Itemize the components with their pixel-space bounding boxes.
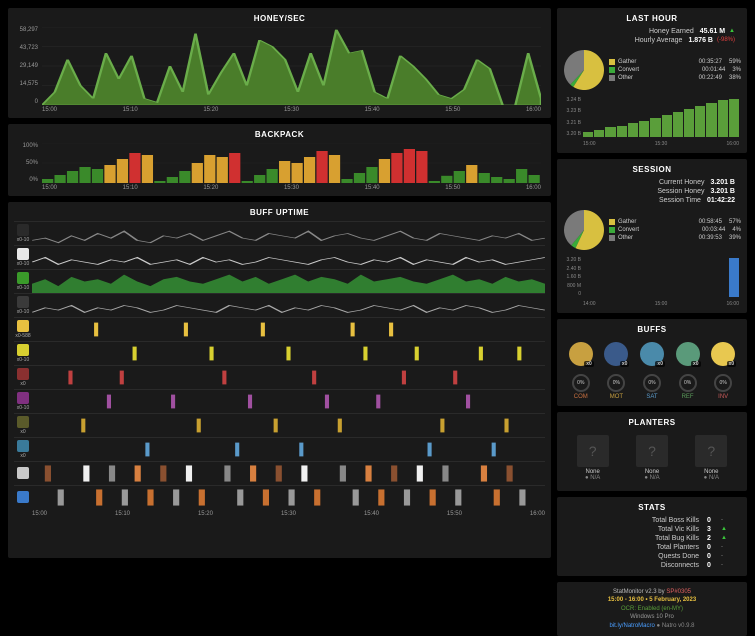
buff-row: x0 xyxy=(14,365,545,389)
planters: PLANTERS ?None● N/A?None● N/A?None● N/A xyxy=(557,412,747,491)
footer: StatMonitor v2.3 by SP#0305 15:00 - 16:0… xyxy=(557,582,747,636)
backpack-title: BACKPACK xyxy=(14,130,545,139)
backpack-yaxis: 100%50%0% xyxy=(14,143,40,183)
buffs: BUFFS x0x0x0x0x0 0%COM0%MOT0%SAT0%REF0%I… xyxy=(557,319,747,406)
buff-row: x0-10 xyxy=(14,341,545,365)
buff-row: x0-10 xyxy=(14,293,545,317)
honey-xaxis: 15:0015:1015:2015:3015:4015:5016:00 xyxy=(42,107,541,117)
buff-row: x0-10 xyxy=(14,389,545,413)
buff-row: x0-10 xyxy=(14,221,545,245)
backpack-chart: BACKPACK 100%50%0% 15:0015:1015:2015:301… xyxy=(8,124,551,196)
honey-yaxis: 58,29743,72329,14914,5750 xyxy=(14,27,40,105)
buff-slot: x0 xyxy=(569,342,593,366)
buff-uptime: BUFF UPTIME x0-10x0-10x0-10x0-10x0-588x0… xyxy=(8,202,551,558)
honey-chart: HONEY/SEC 58,29743,72329,14914,5750 15:0… xyxy=(8,8,551,118)
planter-slot: ?None● N/A xyxy=(632,435,672,481)
stats: STATS Total Boss Kills0-Total Vic Kills3… xyxy=(557,497,747,576)
buff-title: BUFF UPTIME xyxy=(14,208,545,217)
honey-title: HONEY/SEC xyxy=(14,14,545,23)
buff-row: x0-588 xyxy=(14,317,545,341)
buff-row: x0-10 xyxy=(14,245,545,269)
planter-slot: ?None● N/A xyxy=(573,435,613,481)
buff-slot: x0 xyxy=(640,342,664,366)
buff-slot: x0 xyxy=(711,342,735,366)
session: SESSION Current Honey3.201 BSession Hone… xyxy=(557,159,747,313)
buff-slot: x0 xyxy=(604,342,628,366)
planter-slot: ?None● N/A xyxy=(691,435,731,481)
buff-slot: x0 xyxy=(676,342,700,366)
buff-row: x0 xyxy=(14,413,545,437)
backpack-xaxis: 15:0015:1015:2015:3015:4015:5016:00 xyxy=(42,185,541,195)
buff-row: x0-10 xyxy=(14,269,545,293)
last-hour: LAST HOUR Honey Earned45.61 M▲Hourly Ave… xyxy=(557,8,747,153)
buff-row xyxy=(14,461,545,485)
buff-row xyxy=(14,485,545,509)
buff-row: x0 xyxy=(14,437,545,461)
buff-xaxis: 15:0015:1015:2015:3015:4015:5016:00 xyxy=(32,511,551,521)
